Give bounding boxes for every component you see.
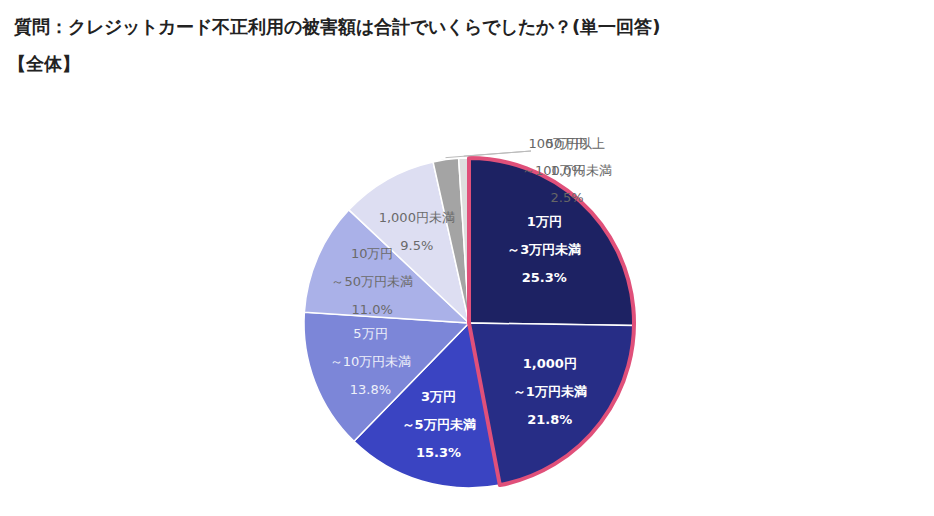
value-label: 21.8% — [527, 412, 572, 427]
slice-label-line: 5万円 — [353, 326, 387, 341]
slice-label: 1,000円 ～1万円未満 — [513, 356, 587, 399]
labels: 1万円 ～3万円未満 25.3% 1,000円 ～1万円未満 21.8% 3万円 ～5万円未満… — [330, 136, 612, 460]
leader-line — [464, 151, 531, 156]
slice-label-line: ～1万円未満 — [513, 384, 587, 399]
pie-slice — [433, 158, 469, 323]
slice-label: 1万円 ～3万円未満 — [507, 214, 581, 257]
slice-label: 5万円 ～10万円未満 — [330, 326, 412, 369]
slice-label-line: ～3万円未満 — [507, 242, 581, 257]
slice-label: 100万円以上 — [529, 136, 606, 151]
pie-slice — [469, 158, 634, 326]
slice-label: 1,000円未満 — [379, 210, 455, 225]
value-label: 1.0% — [550, 163, 583, 178]
slice-label-line: 10万円 — [351, 246, 394, 261]
slice-label-line: ～5万円未満 — [402, 417, 476, 432]
subtitle: 【全体】 — [8, 53, 80, 74]
slice-label-line: ～100万円未満 — [522, 163, 612, 178]
slice-label-line: 1,000円 — [523, 356, 577, 371]
value-label: 25.3% — [522, 270, 567, 285]
slice-label-line: 100万円以上 — [529, 136, 606, 151]
value-label: 15.3% — [416, 445, 461, 460]
slice-label-line: 1,000円未満 — [379, 210, 455, 225]
slices — [304, 158, 634, 488]
slice-label: 50万円～100万円未満 — [522, 136, 612, 178]
title: 質問：クレジットカード不正利用の被害額は合計でいくらでしたか？(単一回答) — [13, 16, 660, 37]
value-label: 13.8% — [350, 382, 391, 397]
slice-label: 3万円 ～5万円未満 — [402, 389, 476, 432]
highlight-outline — [469, 158, 634, 485]
value-label: 9.5% — [400, 238, 433, 253]
slice-label-line: ～50万円未満 — [331, 274, 413, 289]
value-label: 11.0% — [352, 302, 393, 317]
slice-label-line: 1万円 — [527, 214, 562, 229]
leader-line — [446, 151, 531, 158]
value-label: 2.5% — [550, 190, 583, 205]
slice-label-line: 3万円 — [421, 389, 456, 404]
slice-label-line: ～10万円未満 — [330, 354, 412, 369]
chart-root: 質問：クレジットカード不正利用の被害額は合計でいくらでしたか？(単一回答) 【全体… — [0, 0, 934, 516]
